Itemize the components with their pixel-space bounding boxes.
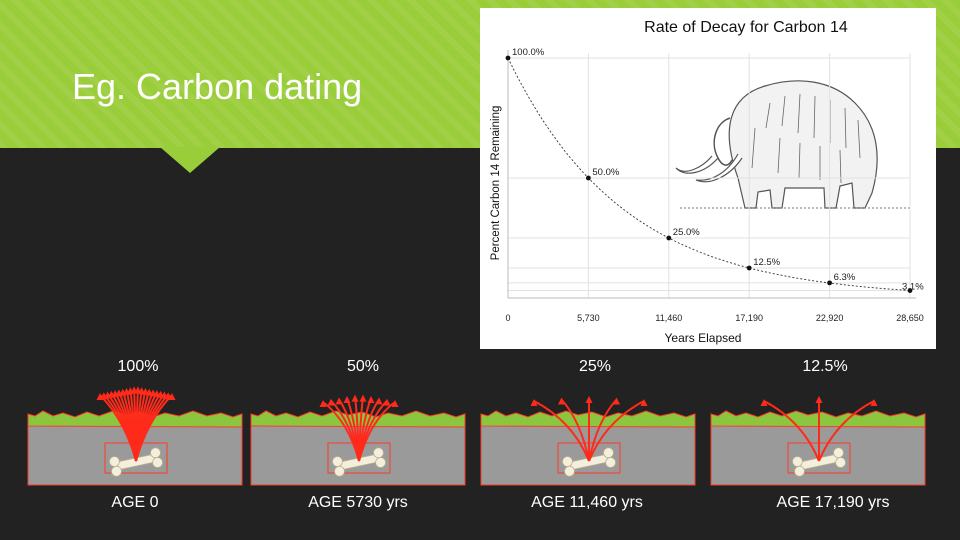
emission-ray <box>358 400 399 462</box>
data-label: 12.5% <box>753 257 780 268</box>
percent-label: 50% <box>346 358 380 375</box>
bone-panel <box>250 394 466 486</box>
decay-curve <box>507 57 911 291</box>
age-label: AGE 17,190 yrs <box>776 494 890 511</box>
slide-title: Eg. Carbon dating <box>72 66 363 107</box>
data-label: 6.3% <box>834 272 856 283</box>
emission-ray <box>815 396 823 461</box>
x-tick-label: 17,190 <box>735 313 763 323</box>
emission-ray <box>760 399 820 462</box>
percent-label: 25% <box>578 358 612 375</box>
bone-icon <box>562 447 616 477</box>
bone-icon <box>792 447 846 477</box>
x-tick-label: 22,920 <box>816 313 844 323</box>
emission-ray <box>588 397 620 462</box>
data-label: 100.0% <box>512 47 545 58</box>
bone-panel <box>710 396 926 486</box>
x-tick-label: 28,650 <box>896 313 924 323</box>
x-tick-label: 0 <box>505 313 510 323</box>
age-label: AGE 11,460 yrs <box>531 494 643 511</box>
emission-ray <box>585 396 593 461</box>
bone-panel <box>480 396 696 486</box>
data-point <box>666 235 672 241</box>
emission-ray <box>818 399 878 462</box>
age-label: AGE 0 <box>111 494 159 511</box>
data-label: 50.0% <box>592 167 619 178</box>
bone-icon <box>109 447 163 477</box>
x-axis-label: Years Elapsed <box>665 331 742 345</box>
x-tick-label: 11,460 <box>655 313 682 323</box>
data-point <box>746 265 752 271</box>
x-tick-label: 5,730 <box>577 313 600 323</box>
banner-notch <box>160 147 220 173</box>
data-label: 25.0% <box>673 227 700 238</box>
data-point <box>586 175 591 181</box>
percent-label: 100% <box>117 358 159 375</box>
decay-chart: Rate of Decay for Carbon 14 0 5,730 11,460 1… <box>480 8 936 349</box>
data-point <box>907 288 913 293</box>
emission-ray <box>530 399 590 462</box>
mammoth-illustration <box>675 80 910 209</box>
emission-ray <box>135 393 176 462</box>
age-label: AGE 5730 yrs <box>308 494 408 511</box>
bone-icon <box>332 447 386 477</box>
percent-label: 12.5% <box>802 358 848 375</box>
data-point <box>505 55 511 61</box>
chart-title: Rate of Decay for Carbon 14 <box>644 19 848 36</box>
y-axis-label: Percent Carbon 14 Remaining <box>490 106 502 261</box>
emission-ray <box>558 397 590 462</box>
bone-panel <box>27 386 243 486</box>
data-label: 3.1% <box>902 282 924 293</box>
emission-ray <box>588 399 648 462</box>
data-point <box>827 280 832 286</box>
decay-chart-svg: Rate of Decay for Carbon 14 0 5,730 11,460 1… <box>490 19 924 345</box>
